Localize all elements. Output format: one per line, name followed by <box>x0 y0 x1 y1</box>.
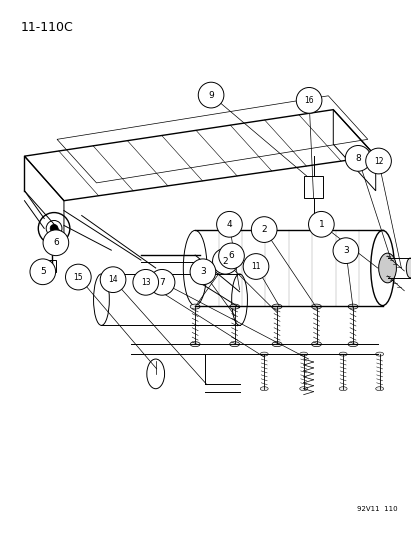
Text: 7: 7 <box>159 278 164 287</box>
Ellipse shape <box>338 352 346 356</box>
Ellipse shape <box>405 258 413 278</box>
Circle shape <box>344 146 370 171</box>
Text: 1: 1 <box>318 220 323 229</box>
Circle shape <box>308 212 333 237</box>
Circle shape <box>50 224 58 232</box>
Ellipse shape <box>229 342 239 346</box>
Ellipse shape <box>260 352 268 356</box>
Text: 3: 3 <box>342 246 348 255</box>
Text: 2: 2 <box>261 225 266 234</box>
Text: 11-110C: 11-110C <box>21 21 73 34</box>
Ellipse shape <box>347 304 357 309</box>
Text: 13: 13 <box>140 278 150 287</box>
Text: 2: 2 <box>222 257 228 266</box>
Ellipse shape <box>299 387 307 391</box>
Text: 6: 6 <box>228 252 234 261</box>
Text: 4: 4 <box>226 220 232 229</box>
Circle shape <box>212 248 237 274</box>
Text: 9: 9 <box>208 91 214 100</box>
Circle shape <box>149 270 174 295</box>
Circle shape <box>216 212 242 237</box>
Ellipse shape <box>338 387 346 391</box>
Ellipse shape <box>311 304 320 309</box>
Ellipse shape <box>375 352 383 356</box>
Circle shape <box>296 87 321 113</box>
Circle shape <box>65 264 91 290</box>
Text: 11: 11 <box>251 262 260 271</box>
Circle shape <box>190 259 215 285</box>
Circle shape <box>133 270 158 295</box>
Text: 3: 3 <box>199 267 205 276</box>
Circle shape <box>251 217 276 243</box>
Circle shape <box>100 267 126 293</box>
Text: 8: 8 <box>354 154 360 163</box>
Ellipse shape <box>271 342 281 346</box>
Ellipse shape <box>229 304 239 309</box>
Ellipse shape <box>299 352 307 356</box>
Circle shape <box>332 238 358 263</box>
Ellipse shape <box>260 387 268 391</box>
Text: 15: 15 <box>74 272 83 281</box>
Circle shape <box>242 254 268 279</box>
Ellipse shape <box>375 387 383 391</box>
Text: 12: 12 <box>373 157 382 166</box>
Text: 92V11  110: 92V11 110 <box>356 506 396 512</box>
Text: 6: 6 <box>53 238 59 247</box>
Circle shape <box>365 148 390 174</box>
Text: 16: 16 <box>304 96 313 105</box>
Text: 14: 14 <box>108 275 118 284</box>
Circle shape <box>218 243 244 269</box>
Circle shape <box>43 230 69 256</box>
Text: 5: 5 <box>40 267 45 276</box>
Ellipse shape <box>271 304 281 309</box>
Ellipse shape <box>190 342 199 346</box>
Ellipse shape <box>311 342 320 346</box>
Ellipse shape <box>190 304 199 309</box>
Circle shape <box>198 82 223 108</box>
Ellipse shape <box>347 342 357 346</box>
Ellipse shape <box>378 253 396 283</box>
Circle shape <box>30 259 55 285</box>
